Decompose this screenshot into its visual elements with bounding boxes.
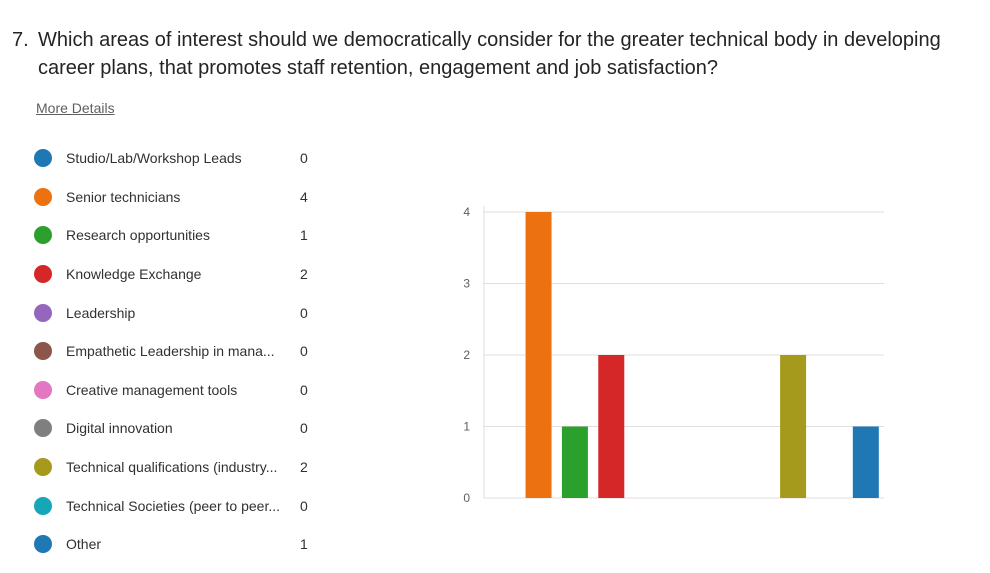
legend-item: Leadership 0 (34, 293, 324, 332)
bar[interactable] (598, 355, 625, 498)
y-tick-label: 0 (463, 491, 470, 505)
bar[interactable] (561, 426, 588, 499)
legend-color-dot-icon (34, 458, 52, 477)
chart-legend: Studio/Lab/Workshop Leads 0 Senior technic… (34, 139, 324, 564)
legend-item: Technical qualifications (industry... 2 (34, 448, 324, 487)
legend-item: Creative management tools 0 (34, 371, 324, 410)
legend-count: 0 (300, 381, 308, 398)
legend-color-dot-icon (34, 226, 52, 245)
legend-item: Studio/Lab/Workshop Leads 0 (34, 139, 324, 178)
y-tick-label: 4 (463, 205, 470, 219)
legend-count: 0 (300, 343, 308, 360)
legend-count: 0 (300, 150, 308, 167)
legend-label: Studio/Lab/Workshop Leads (66, 150, 242, 167)
legend-count: 1 (300, 536, 308, 553)
legend-label: Technical Societies (peer to peer... (66, 497, 281, 514)
y-tick-label: 1 (463, 420, 470, 434)
legend-color-dot-icon (34, 149, 52, 168)
legend-label: Empathetic Leadership in mana... (66, 343, 275, 360)
legend-color-dot-icon (34, 265, 52, 284)
legend-count: 2 (300, 459, 308, 476)
legend-item: Empathetic Leadership in mana... 0 (34, 332, 324, 371)
legend-color-dot-icon (34, 187, 52, 206)
legend-count: 1 (300, 227, 308, 244)
legend-label: Senior technicians (66, 188, 181, 205)
legend-count: 2 (300, 266, 308, 283)
legend-item: Research opportunities 1 (34, 216, 324, 255)
legend-label: Digital innovation (66, 420, 173, 437)
y-tick-label: 3 (463, 277, 470, 291)
bar[interactable] (525, 212, 552, 498)
legend-item: Technical Societies (peer to peer... 0 (34, 486, 324, 525)
question-text: Which areas of interest should we democr… (38, 29, 941, 79)
bar[interactable] (852, 426, 879, 499)
question-title: 7. Which areas of interest should we dem… (12, 26, 972, 82)
legend-label: Technical qualifications (industry... (66, 459, 278, 476)
legend-label: Knowledge Exchange (66, 266, 202, 283)
legend-count: 0 (300, 497, 308, 514)
legend-item: Senior technicians 4 (34, 178, 324, 217)
legend-label: Research opportunities (66, 227, 210, 244)
legend-color-dot-icon (34, 419, 52, 438)
legend-label: Creative management tools (66, 381, 238, 398)
question-number: 7. (12, 29, 29, 51)
legend-color-dot-icon (34, 303, 52, 322)
legend-color-dot-icon (34, 496, 52, 515)
legend-label: Leadership (66, 304, 136, 321)
more-details-link[interactable]: More Details (36, 100, 115, 116)
legend-count: 4 (300, 188, 308, 205)
legend-count: 0 (300, 420, 308, 437)
bar-chart: 0 1 2 3 4 (463, 205, 884, 505)
legend-label: Other (66, 536, 102, 553)
bar[interactable] (780, 355, 807, 498)
y-tick-label: 2 (463, 348, 470, 362)
legend-item: Knowledge Exchange 2 (34, 255, 324, 294)
legend-item: Other 1 (34, 525, 324, 564)
legend-color-dot-icon (34, 342, 52, 361)
legend-color-dot-icon (34, 535, 52, 554)
legend-item: Digital innovation 0 (34, 409, 324, 448)
legend-count: 0 (300, 304, 308, 321)
legend-color-dot-icon (34, 380, 52, 399)
